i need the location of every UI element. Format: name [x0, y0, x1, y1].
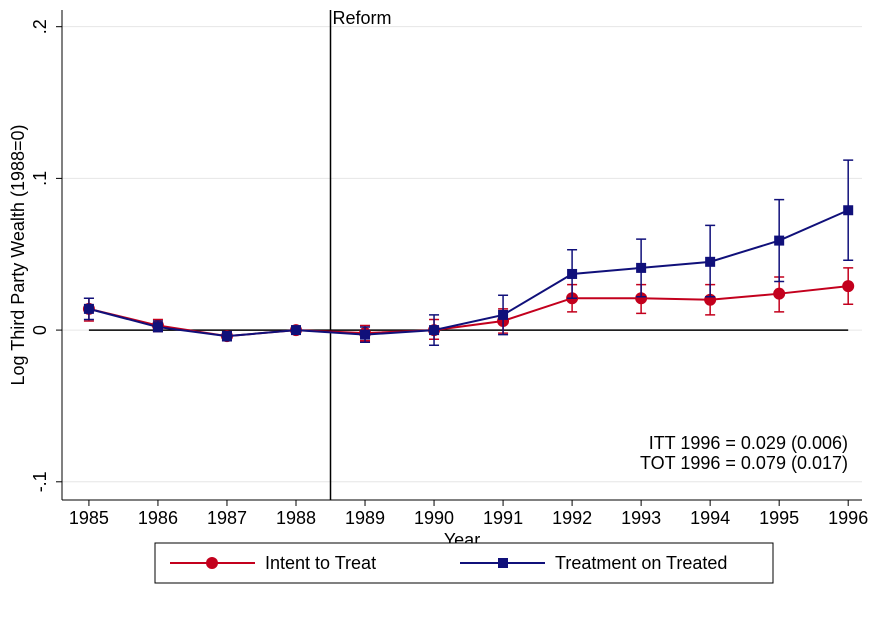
legend-label: Treatment on Treated — [555, 553, 727, 573]
x-tick-label: 1989 — [345, 508, 385, 528]
x-tick-label: 1995 — [759, 508, 799, 528]
x-tick-label: 1991 — [483, 508, 523, 528]
y-axis-label: Log Third Party Wealth (1988=0) — [8, 125, 28, 386]
marker — [152, 322, 163, 333]
legend-label: Intent to Treat — [265, 553, 376, 573]
annotation: ITT 1996 = 0.029 (0.006) — [649, 433, 848, 453]
marker — [429, 325, 440, 336]
marker — [705, 256, 716, 267]
marker — [290, 325, 301, 336]
x-tick-label: 1988 — [276, 508, 316, 528]
legend-marker — [498, 558, 508, 568]
marker — [221, 331, 232, 342]
marker — [773, 287, 786, 300]
annotation: TOT 1996 = 0.079 (0.017) — [640, 453, 848, 473]
x-tick-label: 1990 — [414, 508, 454, 528]
y-tick-label: .1 — [30, 171, 50, 186]
series-line — [88, 209, 849, 338]
x-tick-label: 1985 — [69, 508, 109, 528]
marker — [636, 262, 647, 273]
marker — [774, 235, 785, 246]
marker — [635, 292, 648, 305]
marker — [83, 303, 94, 314]
marker — [360, 329, 371, 340]
marker — [843, 205, 854, 216]
marker — [842, 280, 855, 293]
x-tick-label: 1986 — [138, 508, 178, 528]
x-tick-label: 1993 — [621, 508, 661, 528]
marker — [498, 309, 509, 320]
marker — [567, 268, 578, 279]
x-tick-label: 1996 — [828, 508, 868, 528]
x-tick-label: 1992 — [552, 508, 592, 528]
reference-label: Reform — [333, 8, 392, 28]
y-tick-label: .2 — [30, 19, 50, 34]
x-tick-label: 1987 — [207, 508, 247, 528]
legend-marker — [206, 557, 218, 569]
y-tick-label: -.1 — [30, 471, 50, 492]
x-tick-label: 1994 — [690, 508, 730, 528]
y-tick-label: 0 — [30, 325, 50, 335]
